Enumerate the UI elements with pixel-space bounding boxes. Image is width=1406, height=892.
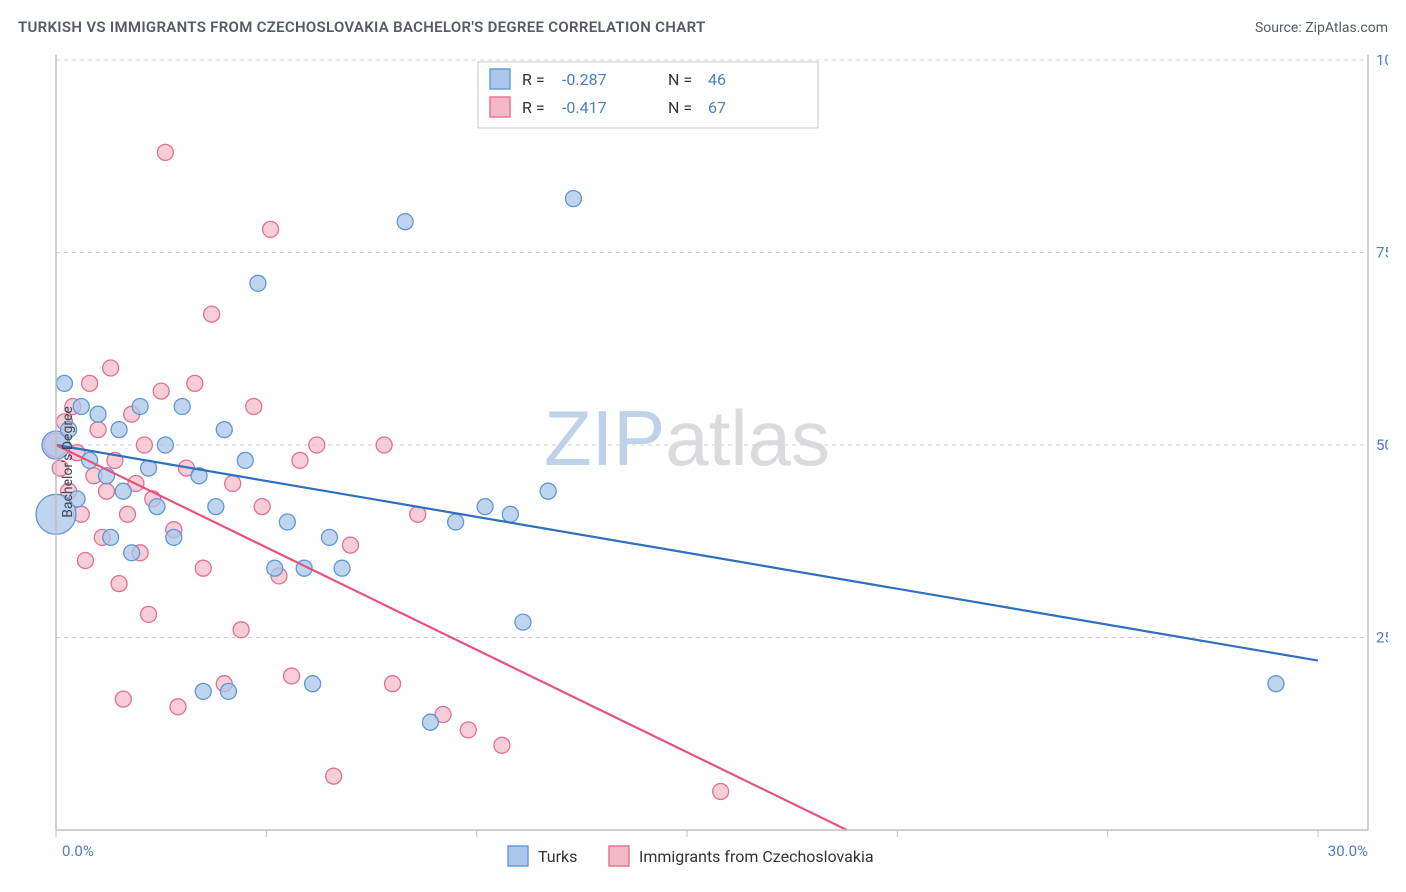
scatter-point <box>713 784 729 800</box>
source-label: Source: <box>1255 20 1305 36</box>
bottom-legend-swatch <box>609 846 629 866</box>
scatter-point <box>187 375 203 391</box>
scatter-point <box>157 144 173 160</box>
y-tick-label: 50.0% <box>1376 436 1388 454</box>
scatter-point <box>174 399 190 415</box>
scatter-point <box>220 683 236 699</box>
scatter-point <box>124 545 140 561</box>
scatter-point <box>132 399 148 415</box>
scatter-point <box>376 437 392 453</box>
scatter-point <box>208 499 224 515</box>
scatter-point <box>237 452 253 468</box>
scatter-point <box>233 622 249 638</box>
scatter-point <box>170 699 186 715</box>
scatter-point <box>254 499 270 515</box>
scatter-point <box>149 499 165 515</box>
scatter-point <box>136 437 152 453</box>
source-link[interactable]: ZipAtlas.com <box>1305 20 1388 36</box>
scatter-point <box>103 529 119 545</box>
scatter-point <box>326 768 342 784</box>
legend-n-label: N = <box>668 70 692 89</box>
scatter-point <box>90 422 106 438</box>
scatter-point <box>460 722 476 738</box>
y-tick-label: 25.0% <box>1376 629 1388 647</box>
y-axis-label: Bachelor's Degree <box>60 406 76 518</box>
scatter-point <box>263 221 279 237</box>
legend-r-value: -0.417 <box>562 98 607 117</box>
correlation-scatter-chart: ZIPatlas 25.0% 50.0% 75.0% 100.0% 0.0% 30.0% R … <box>18 50 1388 874</box>
legend-r-value: -0.287 <box>562 70 607 89</box>
scatter-point <box>397 214 413 230</box>
scatter-point <box>111 576 127 592</box>
source-attribution: Source: ZipAtlas.com <box>1255 20 1388 36</box>
scatter-point <box>540 483 556 499</box>
bottom-legend-label: Turks <box>538 847 577 866</box>
y-tick-label: 100.0% <box>1376 51 1388 69</box>
scatter-point <box>1268 676 1284 692</box>
scatter-point <box>292 452 308 468</box>
scatter-point <box>90 406 106 422</box>
scatter-point <box>120 506 136 522</box>
scatter-point <box>494 737 510 753</box>
scatter-point <box>103 360 119 376</box>
scatter-point <box>422 714 438 730</box>
legend-n-value: 67 <box>708 98 726 117</box>
scatter-point <box>284 668 300 684</box>
x-tick-label: 0.0% <box>62 842 94 860</box>
scatter-point <box>216 422 232 438</box>
scatter-point <box>246 399 262 415</box>
scatter-point <box>115 691 131 707</box>
legend-r-label: R = <box>522 70 545 89</box>
bottom-legend-label: Immigrants from Czechoslovakia <box>639 847 874 866</box>
scatter-point <box>56 375 72 391</box>
chart-title: TURKISH VS IMMIGRANTS FROM CZECHOSLOVAKI… <box>18 18 706 36</box>
scatter-point <box>166 529 182 545</box>
scatter-point <box>82 375 98 391</box>
scatter-point <box>309 437 325 453</box>
scatter-point <box>477 499 493 515</box>
scatter-point <box>153 383 169 399</box>
svg-text:ZIPatlas: ZIPatlas <box>544 394 830 482</box>
scatter-point <box>77 553 93 569</box>
scatter-point <box>225 476 241 492</box>
scatter-point <box>267 560 283 576</box>
scatter-point <box>448 514 464 530</box>
y-tick-label: 75.0% <box>1376 244 1388 262</box>
scatter-point <box>111 422 127 438</box>
scatter-point <box>385 676 401 692</box>
scatter-point <box>334 560 350 576</box>
scatter-point <box>279 514 295 530</box>
scatter-point <box>250 275 266 291</box>
scatter-point <box>342 537 358 553</box>
scatter-point <box>515 614 531 630</box>
legend-swatch <box>490 69 510 89</box>
scatter-point <box>321 529 337 545</box>
scatter-point <box>141 606 157 622</box>
scatter-point <box>195 560 211 576</box>
scatter-point <box>115 483 131 499</box>
scatter-point <box>98 483 114 499</box>
scatter-point <box>502 506 518 522</box>
scatter-point <box>565 191 581 207</box>
bottom-legend-swatch <box>508 846 528 866</box>
scatter-point <box>157 437 173 453</box>
legend-n-label: N = <box>668 98 692 117</box>
scatter-point <box>204 306 220 322</box>
scatter-point <box>305 676 321 692</box>
legend-n-value: 46 <box>708 70 726 89</box>
legend-r-label: R = <box>522 98 545 117</box>
scatter-point <box>195 683 211 699</box>
legend-swatch <box>490 97 510 117</box>
x-tick-label: 30.0% <box>1328 842 1368 860</box>
